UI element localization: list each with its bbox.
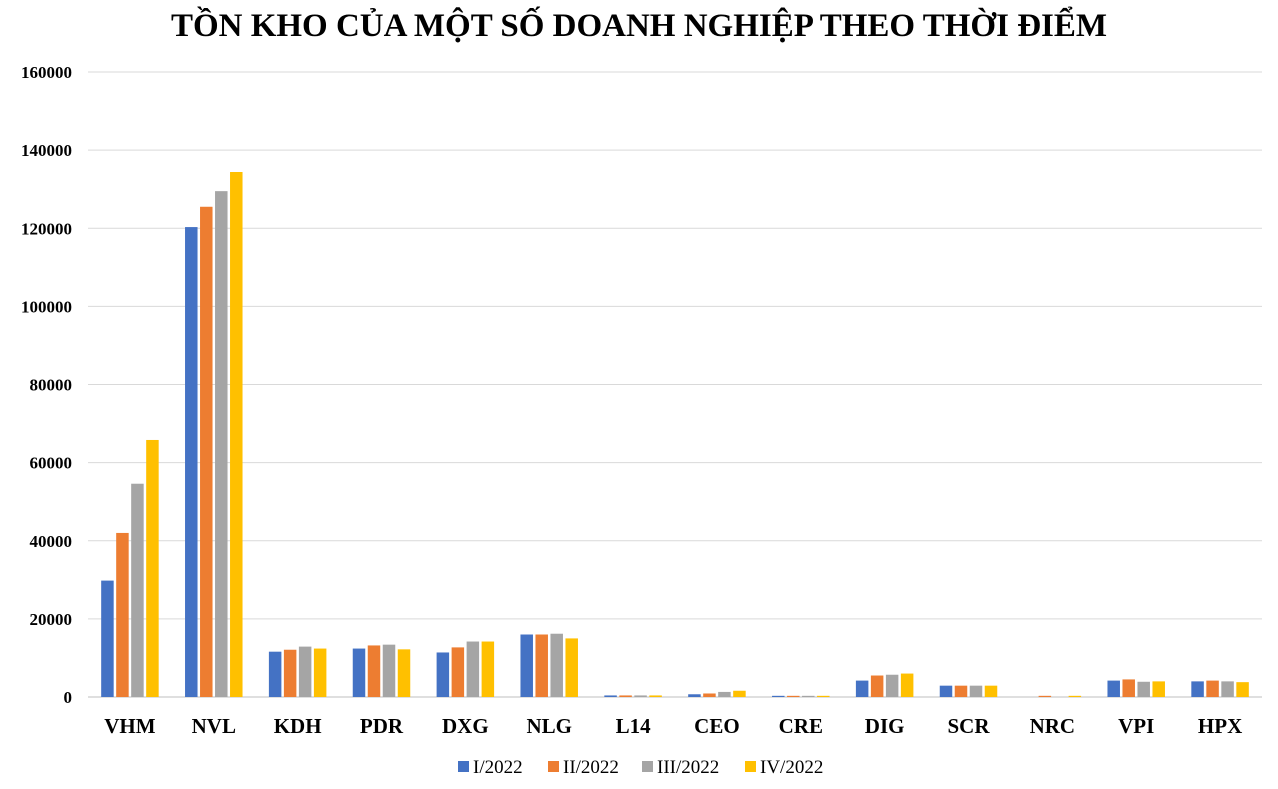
bar-nvl-4 [230, 172, 243, 697]
bar-vhm-4 [146, 439, 159, 697]
legend-label: I/2022 [473, 757, 523, 778]
y-tick-label: 0 [64, 688, 73, 707]
bar-vpi-1 [1107, 680, 1120, 697]
y-tick-label: 60000 [30, 454, 73, 473]
bar-dxg-2 [451, 647, 465, 697]
bar-dig-1 [855, 680, 869, 697]
y-tick-label: 20000 [30, 610, 73, 629]
bar-dig-4 [900, 673, 914, 697]
bar-vhm-3 [131, 483, 144, 697]
bar-dig-3 [885, 674, 899, 697]
bar-hpx-2 [1206, 680, 1219, 697]
x-tick-label: NRC [1030, 714, 1076, 738]
bar-nlg-1 [520, 634, 533, 697]
x-tick-label: PDR [360, 714, 404, 738]
legend-label: IV/2022 [760, 757, 823, 778]
bar-scr-4 [984, 685, 998, 697]
legend-label: III/2022 [657, 757, 719, 778]
bar-cre-4 [817, 695, 830, 697]
legend-label: II/2022 [563, 757, 619, 778]
bar-dxg-1 [436, 652, 450, 697]
bar-cre-1 [772, 695, 785, 697]
bar-kdh-1 [268, 651, 282, 697]
bar-ceo-3 [718, 691, 731, 697]
x-tick-label: NLG [526, 714, 572, 738]
x-tick-label: KDH [274, 714, 322, 738]
bar-kdh-3 [298, 646, 312, 697]
bar-scr-1 [939, 685, 953, 697]
y-tick-label: 140000 [21, 141, 72, 160]
chart-title: TỒN KHO CỦA MỘT SỐ DOANH NGHIỆP THEO THỜ… [170, 8, 1108, 44]
bar-cre-3 [802, 695, 815, 697]
legend-swatch [458, 761, 469, 772]
bar-pdr-3 [382, 644, 396, 697]
bar-hpx-1 [1191, 681, 1204, 697]
bar-vhm-1 [101, 580, 114, 697]
grid-lines [88, 71, 1262, 698]
bar-nrc-2 [1038, 695, 1052, 697]
bar-scr-3 [969, 685, 983, 697]
x-tick-label: CEO [694, 714, 740, 738]
x-tick-label: DXG [442, 714, 489, 738]
y-tick-label: 80000 [30, 376, 73, 395]
bar-ceo-1 [688, 694, 701, 697]
x-tick-label: NVL [192, 714, 236, 738]
y-tick-label: 100000 [21, 297, 72, 316]
bar-ceo-2 [703, 693, 716, 697]
x-tick-label: DIG [865, 714, 905, 738]
bars [101, 172, 1249, 697]
bar-nrc-4 [1068, 695, 1082, 697]
bar-cre-2 [787, 695, 800, 697]
bar-l14-1 [604, 695, 617, 697]
legend-swatch [642, 761, 653, 772]
bar-nlg-2 [535, 634, 548, 697]
bar-nlg-4 [565, 638, 578, 697]
bar-vpi-3 [1137, 681, 1150, 697]
bar-nlg-3 [550, 633, 563, 697]
bar-nvl-3 [215, 191, 228, 697]
bar-vhm-2 [116, 532, 129, 697]
bar-l14-3 [634, 695, 647, 697]
bar-l14-2 [619, 695, 632, 697]
legend-swatch [548, 761, 559, 772]
x-axis: VHM NVL KDH PDR DXG NLG L14 CEO CRE DIG SCR NRC VPI H… [104, 714, 1242, 738]
x-tick-label: VPI [1118, 714, 1154, 738]
x-tick-label: CRE [779, 714, 823, 738]
bar-l14-4 [649, 695, 662, 697]
x-tick-label: VHM [104, 714, 156, 738]
bar-ceo-4 [733, 690, 746, 697]
bar-hpx-4 [1236, 682, 1249, 697]
bar-vpi-4 [1152, 681, 1165, 697]
y-tick-label: 40000 [30, 532, 73, 551]
x-tick-label: SCR [947, 714, 990, 738]
y-tick-label: 120000 [21, 219, 72, 238]
x-tick-label: L14 [616, 714, 652, 738]
legend-swatch [745, 761, 756, 772]
bar-dxg-4 [481, 641, 495, 697]
bar-dig-2 [870, 675, 884, 697]
bar-pdr-4 [397, 649, 411, 697]
bar-kdh-2 [283, 649, 297, 697]
bar-pdr-2 [367, 645, 381, 697]
legend: I/2022 II/2022 III/2022 IV/2022 [458, 757, 823, 778]
bar-kdh-4 [313, 648, 327, 697]
bar-pdr-1 [352, 648, 366, 697]
bar-vpi-2 [1122, 679, 1135, 697]
y-tick-label: 160000 [21, 63, 72, 82]
bar-nvl-1 [185, 227, 198, 697]
bar-hpx-3 [1221, 681, 1234, 697]
bar-scr-2 [954, 685, 968, 697]
y-axis: 0 20000 40000 60000 80000 100000 120000 140000 1… [21, 63, 72, 707]
bar-nvl-2 [200, 206, 213, 697]
bar-dxg-3 [466, 641, 480, 697]
x-tick-label: HPX [1198, 714, 1242, 738]
